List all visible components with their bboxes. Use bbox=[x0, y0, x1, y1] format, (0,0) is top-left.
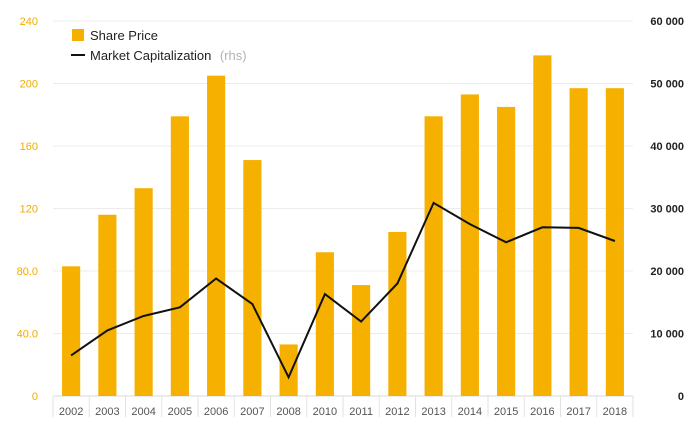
right-tick-label: 50 000 bbox=[650, 79, 684, 91]
left-tick-label: 240 bbox=[20, 16, 38, 28]
x-tick-label: 2007 bbox=[240, 406, 264, 418]
x-tick-label: 2012 bbox=[385, 406, 409, 418]
bar-share-price-2015 bbox=[497, 106, 516, 396]
x-tick-label: 2016 bbox=[530, 406, 554, 418]
left-axis-ticks: 0 40.0 80.0 120 160 200 240 bbox=[17, 16, 38, 403]
left-tick-label: 200 bbox=[20, 79, 38, 91]
right-axis-ticks: 0 10 000 20 000 30 000 40 000 50 000 60 000 bbox=[650, 16, 684, 403]
bar-share-price-2011 bbox=[352, 285, 371, 396]
right-tick-label: 10 000 bbox=[650, 329, 684, 341]
bar-share-price-2010 bbox=[315, 252, 334, 396]
bar-share-price-2012 bbox=[388, 231, 407, 396]
right-tick-label: 30 000 bbox=[650, 204, 684, 216]
bar-share-price-2013 bbox=[424, 116, 443, 396]
legend-label-market-cap-note: (rhs) bbox=[220, 48, 247, 63]
x-tick-label: 2003 bbox=[95, 406, 119, 418]
bar-share-price-2005 bbox=[170, 116, 189, 396]
legend-label-share-price: Share Price bbox=[90, 28, 158, 43]
x-tick-label: 2002 bbox=[59, 406, 83, 418]
x-tick-label: 2017 bbox=[566, 406, 590, 418]
x-tick-label: 2015 bbox=[494, 406, 518, 418]
right-tick-label: 0 bbox=[678, 391, 684, 403]
bar-share-price-2004 bbox=[134, 188, 153, 396]
bar-share-price-2017 bbox=[569, 88, 588, 396]
right-tick-label: 20 000 bbox=[650, 266, 684, 278]
bar-share-price-2014 bbox=[460, 94, 479, 396]
line-market-cap bbox=[70, 201, 616, 380]
bar-share-price-2018 bbox=[605, 88, 624, 396]
bar-share-price-2008 bbox=[279, 344, 298, 396]
line-series-market-cap bbox=[70, 201, 616, 380]
right-tick-label: 40 000 bbox=[650, 141, 684, 153]
x-tick-label: 2006 bbox=[204, 406, 228, 418]
x-tick-label: 2013 bbox=[421, 406, 445, 418]
legend-swatch-share-price bbox=[72, 29, 84, 41]
x-tick-label: 2008 bbox=[276, 406, 300, 418]
x-tick-label: 2011 bbox=[349, 406, 373, 418]
left-tick-label: 80.0 bbox=[17, 266, 38, 278]
bar-share-price-2003 bbox=[98, 214, 117, 396]
bar-share-price-2007 bbox=[243, 160, 262, 396]
left-tick-label: 120 bbox=[20, 204, 38, 216]
bar-share-price-2006 bbox=[207, 75, 226, 396]
bar-share-price-2002 bbox=[62, 266, 81, 396]
x-tick-label: 2005 bbox=[168, 406, 192, 418]
legend-label-market-cap-name: Market Capitalization bbox=[90, 48, 211, 63]
right-tick-label: 60 000 bbox=[650, 16, 684, 28]
x-tick-label: 2018 bbox=[603, 406, 627, 418]
legend-label-market-cap: Market Capitalization (rhs) bbox=[90, 47, 247, 64]
x-tick-label: 2010 bbox=[313, 406, 337, 418]
x-tick-label: 2014 bbox=[458, 406, 482, 418]
left-tick-label: 160 bbox=[20, 141, 38, 153]
bar-series-share-price bbox=[62, 55, 624, 396]
left-tick-label: 0 bbox=[32, 391, 38, 403]
x-axis-ticks: 2002 2003 2004 2005 2006 2007 2008 2010 2011 2012… bbox=[59, 406, 627, 418]
x-tick-label: 2004 bbox=[131, 406, 155, 418]
left-tick-label: 40.0 bbox=[17, 329, 38, 341]
bar-share-price-2016 bbox=[533, 55, 552, 396]
legend: Share Price Market Capitalization (rhs) bbox=[71, 28, 247, 64]
